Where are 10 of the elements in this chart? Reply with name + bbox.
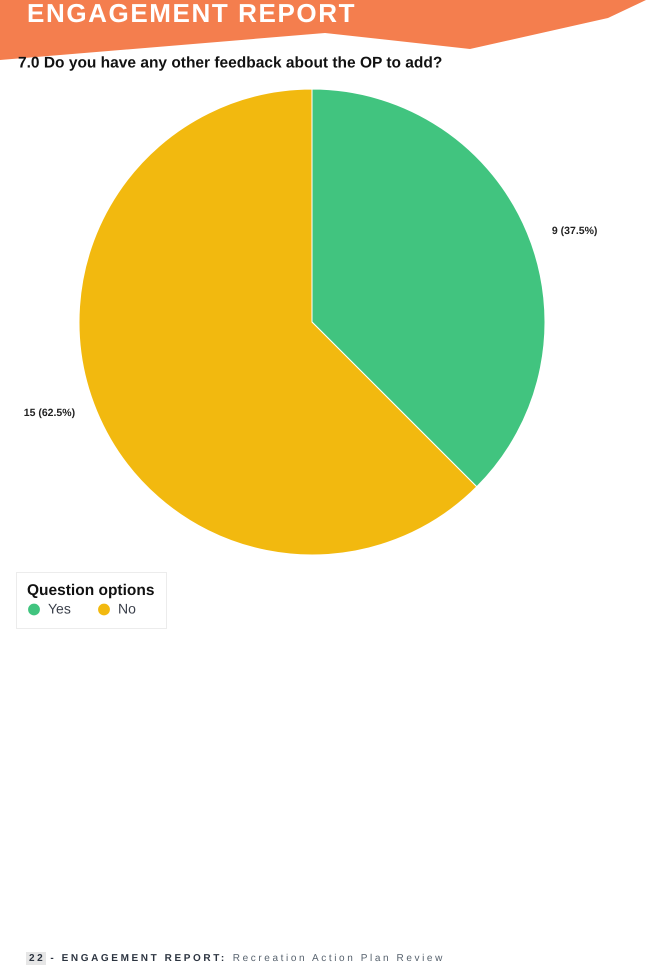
text: - ENGAGEMENT REPORT:	[50, 952, 227, 965]
legend-title: Question options	[27, 582, 154, 599]
data-label: 9 (37.5%)	[552, 224, 598, 237]
data-label: 15 (62.5%)	[24, 407, 76, 420]
legend-label: Yes	[48, 600, 71, 616]
text: ENGAGEMENT REPORT	[27, 0, 356, 28]
legend-label: No	[118, 600, 136, 616]
text: Recreation Action Plan Review	[232, 952, 445, 965]
chart-title: 7.0 Do you have any other feedback about the OP to add?	[18, 54, 442, 72]
text: 22	[26, 952, 46, 965]
